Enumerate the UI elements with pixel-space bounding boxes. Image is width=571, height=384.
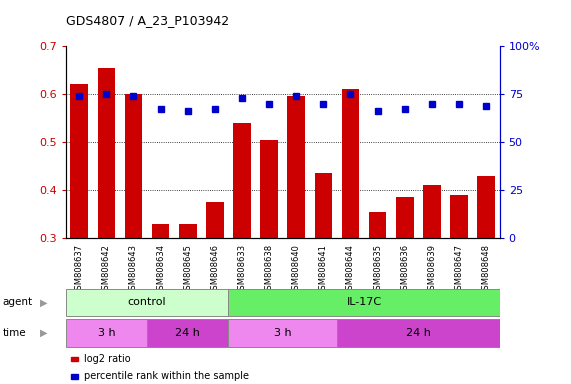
FancyBboxPatch shape (228, 289, 500, 316)
Text: GDS4807 / A_23_P103942: GDS4807 / A_23_P103942 (66, 14, 229, 27)
FancyBboxPatch shape (66, 289, 228, 316)
Bar (315, 173, 332, 238)
Bar (179, 223, 196, 238)
Bar (450, 195, 468, 238)
Bar (152, 223, 170, 238)
Text: control: control (128, 297, 166, 308)
Bar (233, 123, 251, 238)
Text: log2 ratio: log2 ratio (84, 354, 131, 364)
Bar (396, 197, 413, 238)
Bar (98, 68, 115, 238)
FancyBboxPatch shape (337, 319, 500, 347)
Bar (206, 202, 224, 238)
Bar (124, 94, 142, 238)
Bar (369, 212, 387, 238)
Text: percentile rank within the sample: percentile rank within the sample (84, 371, 249, 381)
Text: 3 h: 3 h (274, 328, 291, 338)
Text: ▶: ▶ (40, 328, 47, 338)
FancyBboxPatch shape (228, 319, 337, 347)
Bar (70, 84, 88, 238)
Text: 24 h: 24 h (406, 328, 431, 338)
FancyBboxPatch shape (147, 319, 228, 347)
Text: ▶: ▶ (40, 297, 47, 308)
FancyBboxPatch shape (66, 319, 147, 347)
Bar (341, 89, 359, 238)
Bar (287, 96, 305, 238)
Text: agent: agent (3, 297, 33, 308)
Bar (423, 185, 441, 238)
Bar (260, 140, 278, 238)
Text: time: time (3, 328, 26, 338)
Text: 3 h: 3 h (98, 328, 115, 338)
Bar (477, 176, 495, 238)
Text: 24 h: 24 h (175, 328, 200, 338)
Text: IL-17C: IL-17C (347, 297, 381, 308)
